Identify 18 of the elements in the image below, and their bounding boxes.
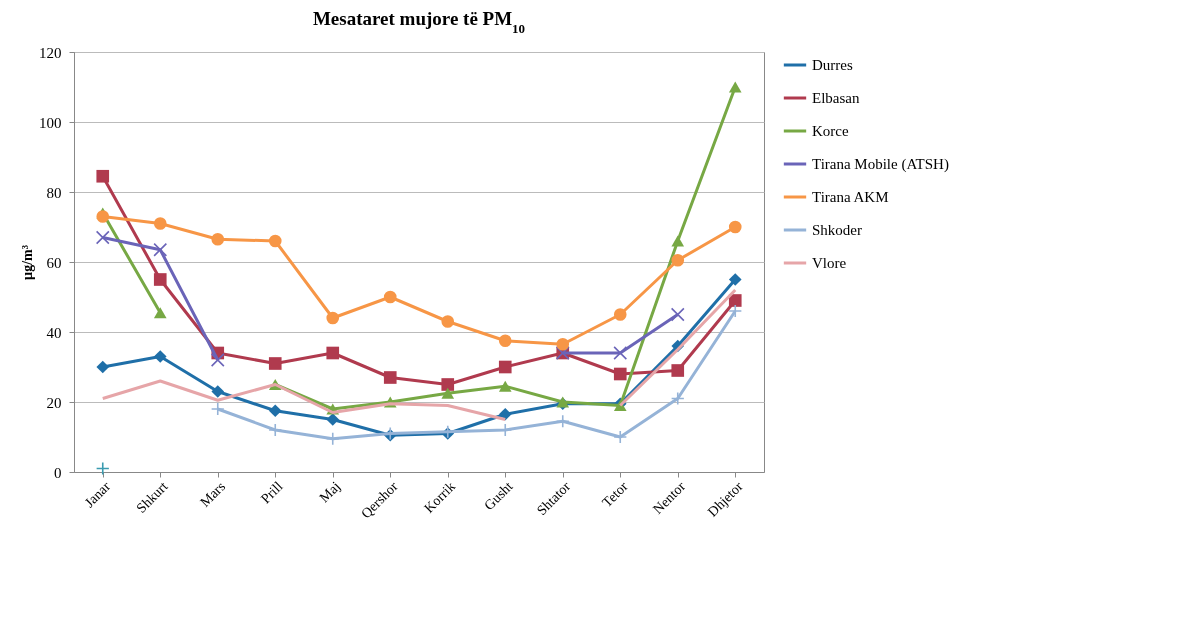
y-tick-label: 20	[46, 394, 62, 411]
legend-label: Tirana Mobile (ATSH)	[812, 156, 949, 173]
chart-title: Mesataret mujore të PM$_{10}$	[312, 8, 526, 36]
legend-label: Elbasan	[812, 90, 860, 106]
y-tick-label: 120	[39, 44, 62, 61]
y-axis-title: µg/m³	[20, 245, 35, 280]
y-tick-label: 100	[39, 114, 62, 131]
legend-label: Durres	[812, 57, 853, 73]
y-tick-label: 80	[46, 184, 62, 201]
y-tick-label: 0	[54, 464, 62, 481]
x-tick-label: Prill	[257, 478, 286, 507]
y-tick-label: 60	[46, 254, 62, 271]
legend-label: Korce	[812, 123, 849, 139]
legend-label: Tirana AKM	[812, 189, 889, 205]
legend-label: Vlore	[812, 255, 847, 271]
y-tick-label: 40	[46, 324, 62, 341]
legend-label: Shkoder	[812, 222, 862, 238]
x-tick-label: Maj	[316, 478, 344, 506]
